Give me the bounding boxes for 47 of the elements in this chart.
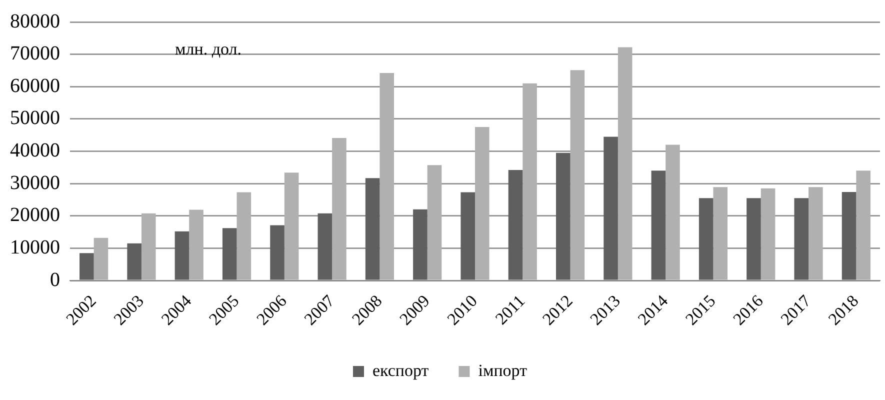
bar (141, 213, 156, 280)
bar (842, 192, 856, 280)
bar (570, 70, 585, 280)
annotation: млн. дол. (175, 39, 242, 58)
y-tick-label: 40000 (10, 140, 60, 162)
bar (460, 192, 475, 280)
bar (666, 144, 680, 280)
bar (284, 172, 299, 280)
bar (698, 198, 714, 280)
bar (365, 178, 380, 280)
bar (713, 187, 728, 280)
y-tick-label: 70000 (10, 42, 60, 65)
bar (618, 47, 632, 280)
y-tick-label: 10000 (10, 236, 60, 258)
bar (236, 192, 252, 280)
bar (318, 213, 332, 280)
bar (746, 198, 761, 280)
bar (651, 170, 666, 280)
bar (80, 253, 94, 280)
bar (508, 170, 523, 280)
x-tick-label: 2011 (492, 291, 529, 328)
legend-label: експорт (372, 360, 430, 380)
bar (522, 83, 537, 280)
bar (794, 198, 809, 280)
bar (856, 170, 870, 280)
y-tick-label: 20000 (10, 204, 60, 226)
bar (189, 210, 204, 280)
bar (174, 231, 190, 280)
bar (127, 243, 142, 280)
y-tick-label: 80000 (10, 10, 60, 32)
legend-label: імпорт (478, 360, 528, 380)
bar (413, 209, 428, 280)
y-tick-label: 0 (50, 268, 60, 291)
bar (332, 138, 346, 280)
bar (427, 165, 442, 280)
y-tick-label: 50000 (10, 107, 60, 130)
y-tick-label: 30000 (10, 172, 60, 194)
bar (222, 228, 237, 280)
bar (808, 187, 823, 280)
bar (475, 127, 490, 280)
y-tick-label: 60000 (10, 74, 60, 97)
bar (604, 136, 618, 280)
bar (556, 152, 570, 280)
bar (760, 188, 776, 280)
bar (380, 73, 394, 280)
bar (270, 225, 284, 280)
bar (94, 238, 108, 280)
